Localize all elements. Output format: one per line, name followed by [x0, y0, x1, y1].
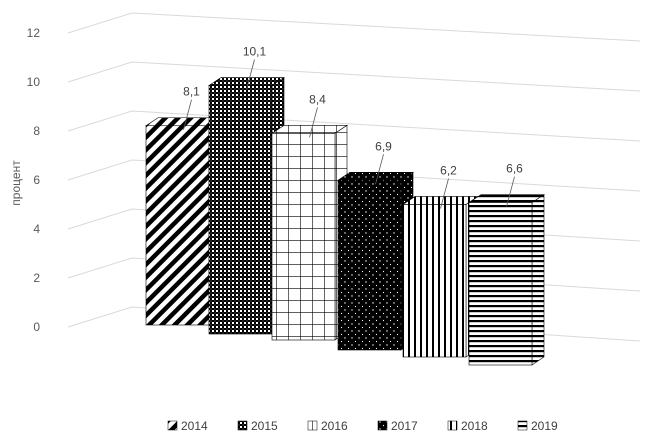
- legend-swatch-2017: [377, 420, 388, 431]
- data-label-leader: [309, 107, 318, 138]
- legend-swatch-2018: [447, 420, 458, 431]
- y-tick-label: 2: [33, 271, 40, 285]
- legend-swatch-2014: [167, 420, 178, 431]
- bar-top: [402, 196, 479, 205]
- legend-label-2017: 2017: [391, 419, 418, 433]
- data-labels: 8,1 10,1 8,4 6,9 6,2 6,6: [183, 45, 523, 209]
- data-label-leader: [183, 99, 192, 130]
- data-label-leader: [440, 178, 449, 209]
- bar-2019: [468, 194, 545, 366]
- bar-front: [271, 133, 336, 341]
- data-label-2017: 6,9: [375, 139, 392, 153]
- data-label-leader: [246, 59, 255, 90]
- bars: [145, 76, 545, 366]
- bar-front: [402, 204, 467, 358]
- data-label-2019: 6,6: [506, 162, 523, 176]
- gridline: [67, 12, 641, 42]
- bar-top: [208, 77, 285, 86]
- legend-label-2018: 2018: [461, 419, 488, 433]
- gridline: [67, 110, 641, 142]
- y-tick-label: 4: [33, 222, 40, 236]
- legend: 2014 2015 2016 2017 2018 2019: [167, 419, 558, 433]
- bar-side: [531, 194, 545, 366]
- legend-swatch-2016: [307, 420, 318, 431]
- data-label-2016: 8,4: [309, 92, 326, 106]
- data-label-2018: 6,2: [440, 163, 457, 177]
- bar-2018: [402, 195, 479, 358]
- y-axis-label: процент: [9, 160, 23, 206]
- data-label-2014: 8,1: [183, 85, 200, 99]
- y-axis-ticks: 0 2 4 6 8 10 12: [27, 26, 41, 334]
- y-tick-label: 0: [33, 320, 40, 334]
- bar-top: [271, 125, 348, 134]
- legend-swatch-2019: [517, 420, 528, 431]
- data-label-2015: 10,1: [243, 45, 267, 59]
- bar-front: [145, 125, 210, 326]
- legend-label-2016: 2016: [321, 419, 348, 433]
- y-tick-label: 10: [27, 75, 41, 89]
- bar-front: [468, 202, 533, 366]
- gridline: [67, 159, 641, 192]
- bar-top: [468, 194, 545, 203]
- legend-label-2019: 2019: [531, 419, 558, 433]
- bar-top: [337, 171, 414, 181]
- data-label-leader: [506, 176, 515, 207]
- legend-swatch-2015: [237, 420, 248, 431]
- bar-front: [208, 85, 273, 335]
- y-tick-label: 8: [33, 124, 40, 138]
- data-label-leader: [375, 154, 384, 185]
- legend-label-2014: 2014: [181, 419, 208, 433]
- bar-2016: [271, 124, 348, 341]
- y-tick-label: 6: [33, 173, 40, 187]
- bar-2017: [337, 171, 414, 351]
- bar-front: [337, 179, 402, 351]
- legend-label-2015: 2015: [251, 419, 278, 433]
- y-tick-label: 12: [27, 26, 41, 40]
- gridline: [67, 61, 641, 92]
- gridlines: [67, 12, 641, 342]
